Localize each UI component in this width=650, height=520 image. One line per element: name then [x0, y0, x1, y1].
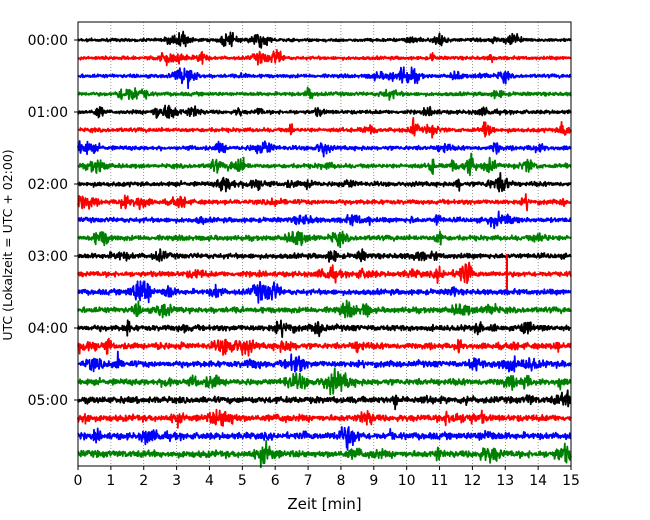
x-tick-label: 14 — [529, 473, 547, 489]
x-tick-label: 11 — [431, 473, 449, 489]
x-axis-label: Zeit [min] — [287, 495, 361, 513]
trace-01:30 — [77, 140, 572, 158]
trace-00:30 — [77, 66, 572, 90]
x-tick-label: 2 — [139, 473, 148, 489]
y-tick-label: 03:00 — [28, 249, 68, 265]
x-tick-label: 8 — [336, 473, 345, 489]
trace-01:45 — [77, 152, 572, 177]
x-tick-label: 3 — [172, 473, 181, 489]
x-tick-label: 0 — [74, 473, 83, 489]
x-tick-label: 4 — [205, 473, 214, 489]
x-tick-label: 15 — [562, 473, 580, 489]
y-tick-label: 01:00 — [28, 105, 68, 121]
x-tick-label: 9 — [369, 473, 378, 489]
x-tick-label: 13 — [496, 473, 514, 489]
y-tick-label: 04:00 — [28, 321, 68, 337]
x-tick-label: 12 — [463, 473, 481, 489]
trace-02:45 — [77, 230, 572, 249]
trace-04:00 — [77, 319, 572, 338]
trace-05:15 — [77, 408, 572, 429]
trace-05:30 — [77, 426, 572, 451]
trace-02:30 — [77, 210, 572, 230]
x-tick-label: 10 — [398, 473, 416, 489]
trace-00:00 — [77, 30, 572, 49]
trace-02:15 — [77, 193, 572, 212]
y-tick-label: 05:00 — [28, 393, 68, 409]
trace-03:15 — [77, 261, 572, 285]
trace-01:15 — [77, 117, 572, 139]
x-axis-ticks: 0 1 2 3 4 5 6 7 8 9 10 11 12 13 14 15 — [74, 466, 580, 489]
trace-03:00 — [77, 248, 572, 263]
y-axis-label: UTC (Lokalzeit = UTC + 02:00) — [0, 149, 15, 340]
trace-01:00 — [77, 104, 572, 119]
x-tick-label: 5 — [238, 473, 247, 489]
seismic-traces — [77, 30, 572, 469]
trace-04:30 — [77, 350, 572, 373]
trace-00:15 — [77, 49, 572, 67]
trace-03:45 — [77, 299, 572, 319]
y-tick-label: 02:00 — [28, 177, 68, 193]
trace-02:00 — [77, 171, 572, 193]
trace-00:45 — [77, 86, 572, 101]
y-axis-ticks: 00:00 01:00 02:00 03:00 04:00 05:00 — [28, 33, 78, 409]
vertical-grid — [110, 22, 539, 466]
trace-03:30 — [77, 280, 572, 304]
x-tick-label: 1 — [106, 473, 115, 489]
trace-04:15 — [77, 337, 572, 357]
plot-frame — [77, 21, 572, 467]
x-tick-label: 6 — [271, 473, 280, 489]
x-tick-label: 7 — [304, 473, 313, 489]
y-tick-label: 00:00 — [28, 33, 68, 49]
trace-05:00 — [77, 389, 572, 411]
trace-05:45 — [77, 439, 572, 469]
trace-04:45 — [77, 367, 572, 396]
